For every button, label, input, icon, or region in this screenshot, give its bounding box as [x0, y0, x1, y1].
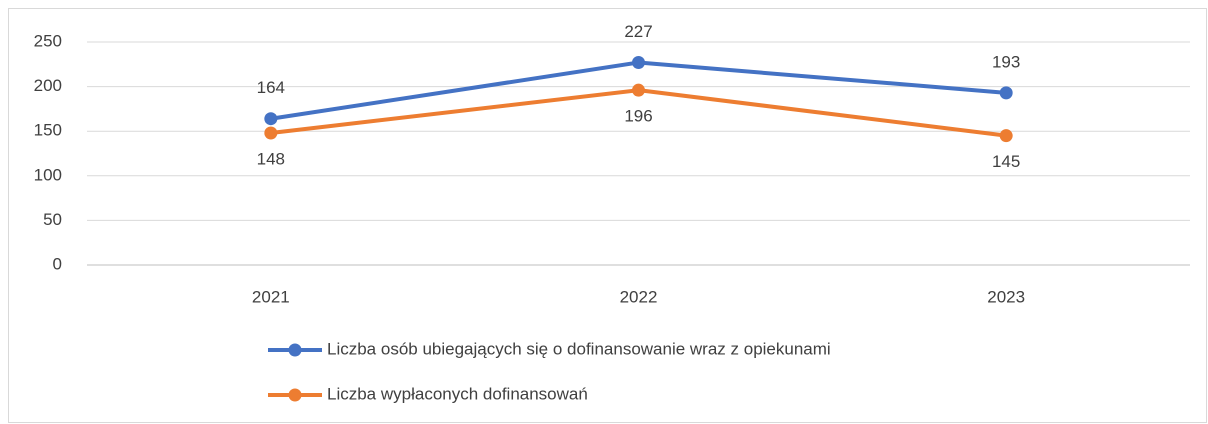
- data-label: 193: [992, 52, 1020, 71]
- x-tick-label: 2023: [987, 287, 1025, 306]
- data-point: [264, 112, 278, 126]
- data-point: [632, 56, 645, 70]
- y-tick-label: 50: [43, 210, 62, 229]
- x-tick-label: 2022: [620, 287, 658, 306]
- data-point: [999, 129, 1013, 143]
- y-tick-label: 100: [34, 165, 62, 184]
- y-tick-label: 0: [53, 254, 62, 273]
- data-label: 227: [624, 22, 652, 41]
- legend-marker: [288, 388, 302, 402]
- y-tick-label: 150: [34, 121, 62, 140]
- data-point: [632, 83, 645, 97]
- y-tick-label: 200: [34, 76, 62, 95]
- legend-label: Liczba wypłaconych dofinansowań: [327, 384, 588, 403]
- data-label: 196: [624, 107, 652, 126]
- data-label: 164: [257, 78, 285, 97]
- data-label: 148: [257, 149, 285, 168]
- legend-label: Liczba osób ubiegających się o dofinanso…: [327, 339, 831, 358]
- data-label: 145: [992, 152, 1020, 171]
- data-point: [999, 86, 1013, 100]
- data-point: [264, 126, 278, 140]
- legend-marker: [288, 343, 302, 357]
- x-tick-label: 2021: [252, 287, 290, 306]
- y-tick-label: 250: [34, 31, 62, 50]
- chart-border: [8, 8, 1207, 423]
